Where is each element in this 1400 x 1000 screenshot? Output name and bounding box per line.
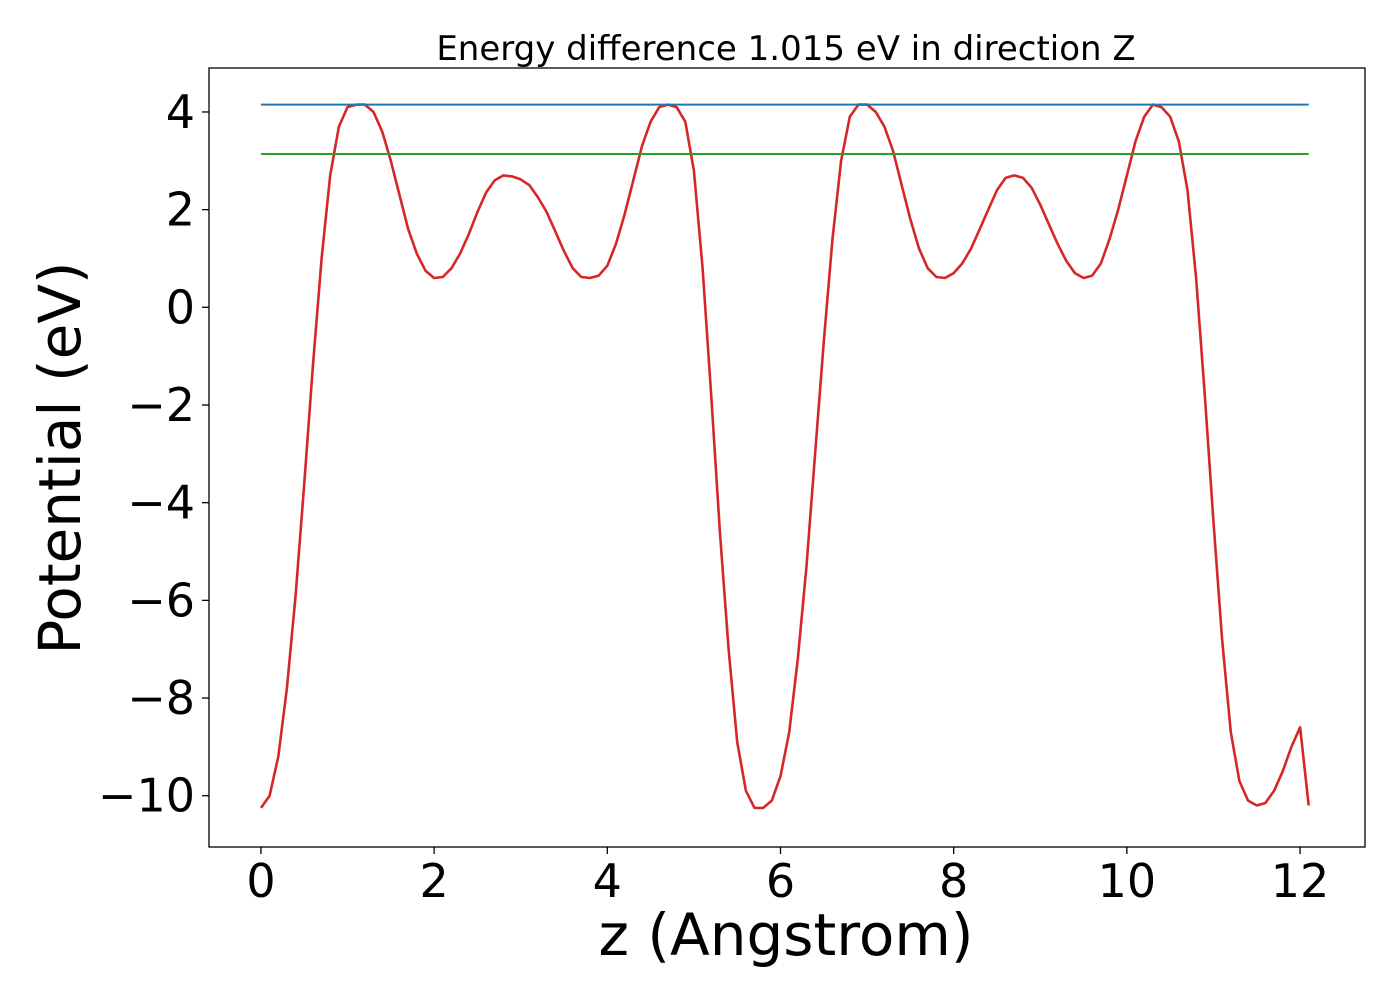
y-axis-label: Potential (eV) — [26, 261, 94, 654]
y-tick-label: −8 — [127, 671, 195, 725]
x-tick-label: 2 — [419, 854, 448, 908]
x-tick-label: 8 — [939, 854, 968, 908]
x-tick-label: 6 — [766, 854, 795, 908]
x-tick-label: 12 — [1271, 854, 1330, 908]
y-tick-label: 2 — [166, 183, 195, 237]
x-tick-label: 0 — [246, 854, 275, 908]
y-tick-label: −4 — [127, 476, 195, 530]
plot-area — [259, 103, 1310, 810]
series-line-0 — [259, 103, 1310, 810]
x-axis: 0 2 4 6 8 10 12 — [246, 847, 1329, 908]
plot-frame — [208, 67, 1366, 848]
y-tick-label: 4 — [166, 85, 195, 139]
x-tick-label: 10 — [1098, 854, 1157, 908]
y-tick-label: 0 — [166, 280, 195, 334]
y-tick-label: −2 — [127, 378, 195, 432]
y-tick-label: −10 — [98, 769, 195, 823]
x-axis-label: z (Angstrom) — [599, 901, 974, 969]
y-tick-label: −6 — [127, 573, 195, 627]
y-axis: −10 −8 −6 −4 −2 0 2 4 — [98, 85, 209, 823]
x-tick-label: 4 — [593, 854, 622, 908]
chart-title: Energy difference 1.015 eV in direction … — [436, 29, 1135, 69]
